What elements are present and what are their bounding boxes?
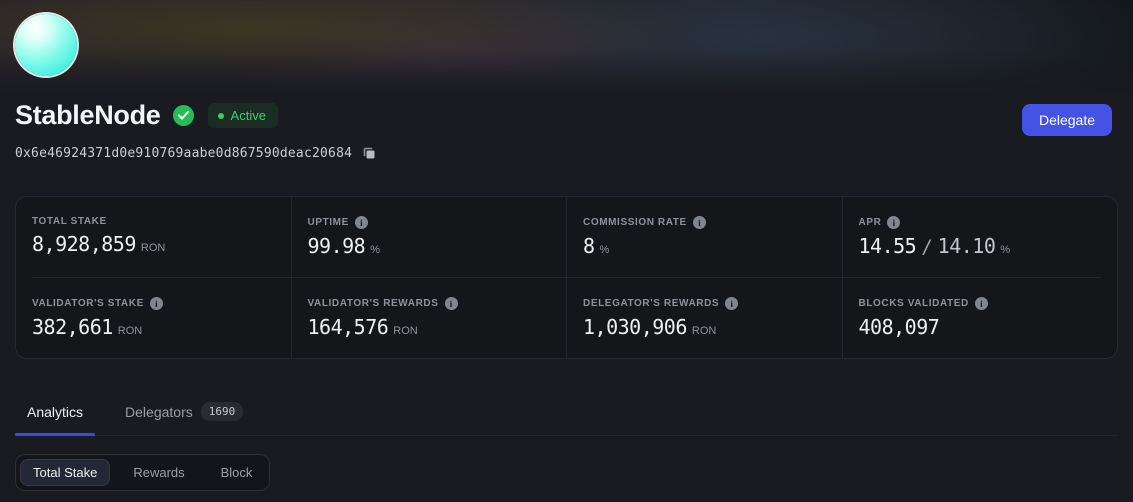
- stat-unit: RON: [691, 325, 717, 337]
- info-icon[interactable]: i: [974, 297, 988, 310]
- info-icon[interactable]: i: [444, 297, 458, 310]
- status-dot-icon: [217, 112, 224, 119]
- stat-delegators-rewards: DELEGATOR'S REWARDS i 1,030,906 RON: [566, 278, 842, 358]
- stat-label: VALIDATOR'S REWARDS: [307, 298, 439, 309]
- stat-value: 14.55: [858, 234, 917, 258]
- stat-commission-rate: COMMISSION RATE i 8 %: [566, 197, 842, 277]
- stat-label: TOTAL STAKE: [32, 216, 107, 227]
- stat-label: COMMISSION RATE: [583, 217, 687, 228]
- stat-value: 408,097: [858, 315, 940, 339]
- status-label: Active: [230, 108, 266, 123]
- stat-uptime: UPTIME i 99.98 %: [290, 197, 567, 277]
- tabs-bar: Analytics Delegators 1690: [15, 397, 1118, 436]
- validator-name: StableNode: [15, 100, 161, 130]
- stat-value: 164,576: [307, 315, 389, 339]
- stats-row-top: TOTAL STAKE 8,928,859 RON UPTIME i 99.98…: [16, 197, 1117, 277]
- address-row: 0x6e46924371d0e910769aabe0d867590deac206…: [15, 146, 1133, 161]
- stat-value: 8: [583, 234, 595, 258]
- stat-unit: %: [1000, 244, 1011, 256]
- chart-type-segmented-control: Total Stake Rewards Block: [15, 454, 271, 491]
- stat-value-secondary: 14.10: [937, 234, 996, 258]
- tab-label: Analytics: [27, 403, 84, 420]
- info-icon[interactable]: i: [692, 216, 706, 229]
- tab-delegators[interactable]: Delegators 1690: [113, 397, 255, 435]
- stats-card: TOTAL STAKE 8,928,859 RON UPTIME i 99.98…: [15, 196, 1118, 359]
- stat-validators-stake: VALIDATOR'S STAKE i 382,661 RON: [16, 278, 291, 358]
- info-icon[interactable]: i: [354, 216, 368, 229]
- stat-value: 99.98: [307, 234, 366, 258]
- validator-address: 0x6e46924371d0e910769aabe0d867590deac206…: [15, 146, 353, 161]
- stat-apr: APR i 14.55 / 14.10 %: [841, 197, 1118, 277]
- title-row: StableNode Active: [15, 100, 1133, 131]
- stat-total-stake: TOTAL STAKE 8,928,859 RON: [16, 197, 291, 277]
- stat-unit: RON: [117, 325, 143, 337]
- stat-unit: %: [599, 244, 610, 256]
- stat-value: 8,928,859: [32, 232, 136, 256]
- copy-icon[interactable]: [362, 146, 377, 161]
- stat-value: 382,661: [32, 315, 113, 339]
- delegate-button[interactable]: Delegate: [1021, 104, 1112, 136]
- segment-rewards[interactable]: Rewards: [133, 465, 185, 480]
- stat-separator: /: [921, 236, 933, 258]
- segment-total-stake[interactable]: Total Stake: [20, 459, 111, 486]
- stats-divider: [32, 277, 1101, 278]
- tab-label: Delegators: [125, 403, 193, 420]
- stat-label: APR: [858, 217, 882, 228]
- segment-block[interactable]: Block: [220, 465, 253, 480]
- stat-validators-rewards: VALIDATOR'S REWARDS i 164,576 RON: [290, 278, 567, 358]
- stat-label: UPTIME: [307, 217, 349, 228]
- info-icon[interactable]: i: [725, 297, 739, 310]
- info-icon[interactable]: i: [887, 216, 901, 229]
- stat-label: BLOCKS VALIDATED: [858, 298, 969, 309]
- info-icon[interactable]: i: [149, 297, 163, 310]
- stat-unit: %: [370, 244, 380, 256]
- validator-avatar: [15, 14, 77, 76]
- stat-unit: RON: [393, 325, 418, 337]
- header-banner: [0, 0, 1133, 92]
- validator-header: StableNode Active Delegate 0x6e46924371d…: [0, 0, 1133, 161]
- status-badge: Active: [207, 103, 278, 128]
- stat-label: DELEGATOR'S REWARDS: [583, 298, 720, 309]
- verified-check-icon: [172, 105, 194, 126]
- stat-blocks-validated: BLOCKS VALIDATED i 408,097: [841, 278, 1118, 358]
- tab-analytics[interactable]: Analytics: [15, 397, 96, 436]
- stats-row-bottom: VALIDATOR'S STAKE i 382,661 RON VALIDATO…: [16, 278, 1117, 358]
- stat-unit: RON: [140, 242, 166, 254]
- stat-label: VALIDATOR'S STAKE: [32, 298, 144, 309]
- delegators-count-badge: 1690: [200, 402, 244, 421]
- stat-value: 1,030,906: [583, 315, 687, 339]
